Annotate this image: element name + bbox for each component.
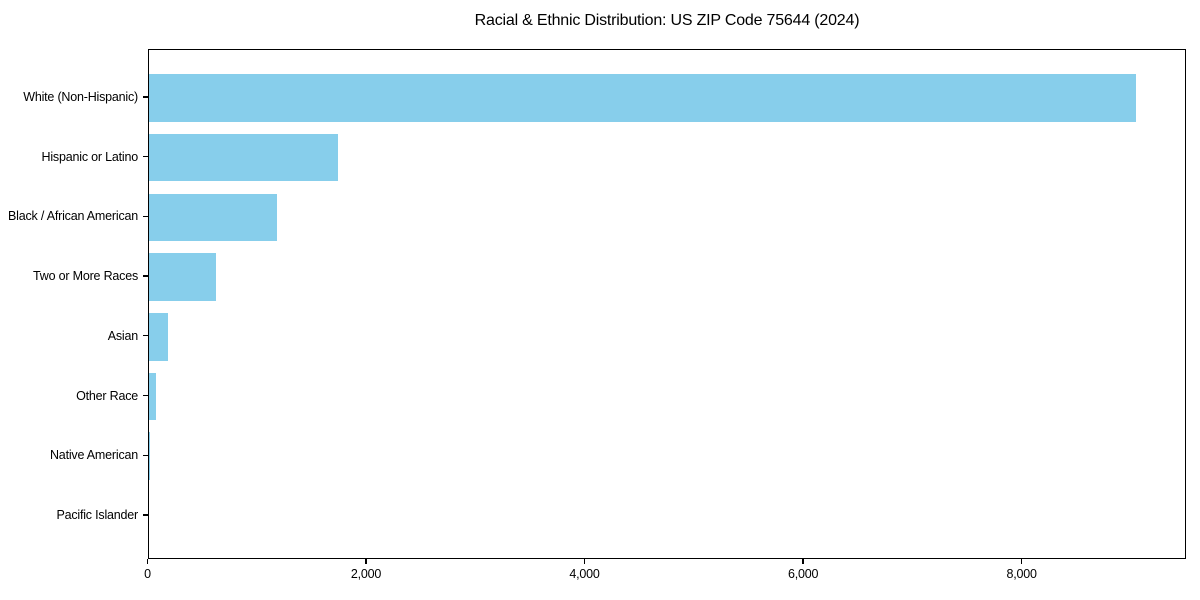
y-tick-mark <box>142 156 148 158</box>
y-tick-label: Native American <box>49 448 138 463</box>
x-tick-label: 0 <box>144 567 151 581</box>
y-tick-label: Other Race <box>76 388 138 403</box>
bar-white-non-hispanic <box>148 74 1137 122</box>
y-tick-mark <box>142 514 148 516</box>
bar-native-american <box>148 432 150 480</box>
bar-two-or-more-races <box>148 253 216 301</box>
y-tick-mark <box>142 454 148 456</box>
bar-black-african-american <box>148 193 278 242</box>
x-tick-label: 4,000 <box>569 567 600 581</box>
y-tick-mark <box>142 335 148 337</box>
y-tick-mark <box>142 275 148 277</box>
x-tick-label: 8,000 <box>1006 567 1037 581</box>
y-tick-label: Pacific Islander <box>56 507 138 522</box>
bar-other-race <box>148 372 156 421</box>
chart-title: Racial & Ethnic Distribution: US ZIP Cod… <box>474 12 860 29</box>
y-tick-mark <box>142 215 148 218</box>
y-tick-label: White (Non-Hispanic) <box>23 90 138 104</box>
x-tick-mark <box>365 559 367 564</box>
plot-area <box>147 49 1186 559</box>
x-tick-label: 6,000 <box>787 567 819 581</box>
y-tick-label: Asian <box>107 328 138 343</box>
y-tick-label: Two or More Races <box>33 269 138 284</box>
x-tick-mark <box>583 559 586 564</box>
x-tick-mark <box>1020 559 1023 564</box>
bar-asian <box>148 313 168 361</box>
y-tick-label: Black / African American <box>8 209 138 224</box>
y-tick-mark <box>142 394 148 397</box>
y-tick-mark <box>142 96 148 98</box>
y-tick-label: Hispanic or Latino <box>41 149 139 164</box>
x-tick-mark <box>802 559 804 564</box>
x-tick-label: 2,000 <box>350 567 382 581</box>
x-tick-mark <box>146 559 149 564</box>
bar-hispanic-or-latino <box>148 133 338 182</box>
